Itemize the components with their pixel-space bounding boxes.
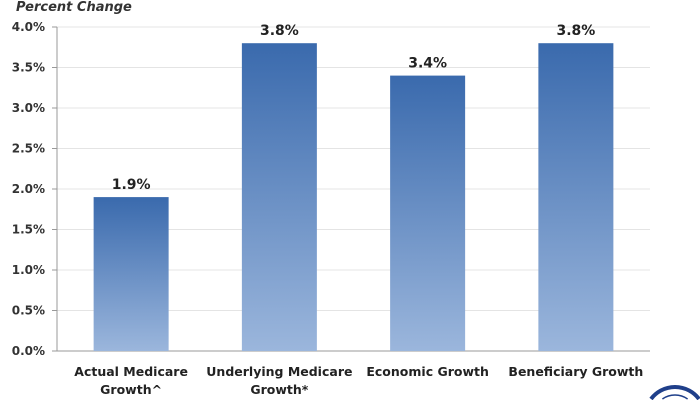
data-label: 3.8% — [260, 23, 299, 39]
data-label: 3.4% — [408, 56, 447, 72]
data-label: 1.9% — [112, 177, 151, 193]
y-tick-label: 3.0% — [12, 101, 45, 115]
y-tick-label: 2.0% — [12, 182, 45, 196]
x-tick-label: Actual Medicare — [74, 364, 188, 379]
bar — [538, 43, 614, 351]
y-tick-label: 0.5% — [12, 304, 45, 318]
logo-seal-icon — [649, 385, 700, 400]
y-tick-label: 1.5% — [12, 223, 45, 237]
y-tick-label: 0.0% — [12, 344, 45, 358]
x-tick-label: Growth^ — [100, 382, 162, 397]
y-axis-label: Percent Change — [16, 0, 132, 15]
x-tick-label: Beneficiary Growth — [508, 364, 643, 379]
y-tick-label: 4.0% — [12, 20, 45, 34]
y-tick-label: 2.5% — [12, 142, 45, 156]
bar — [241, 43, 317, 351]
x-tick-label: Growth* — [250, 382, 308, 397]
y-tick-label: 3.5% — [12, 61, 45, 75]
x-tick-label: Underlying Medicare — [206, 364, 352, 379]
y-tick-label: 1.0% — [12, 263, 45, 277]
bar — [93, 197, 169, 351]
data-label: 3.8% — [556, 23, 595, 39]
bar — [390, 75, 466, 351]
x-tick-label: Economic Growth — [366, 364, 489, 379]
